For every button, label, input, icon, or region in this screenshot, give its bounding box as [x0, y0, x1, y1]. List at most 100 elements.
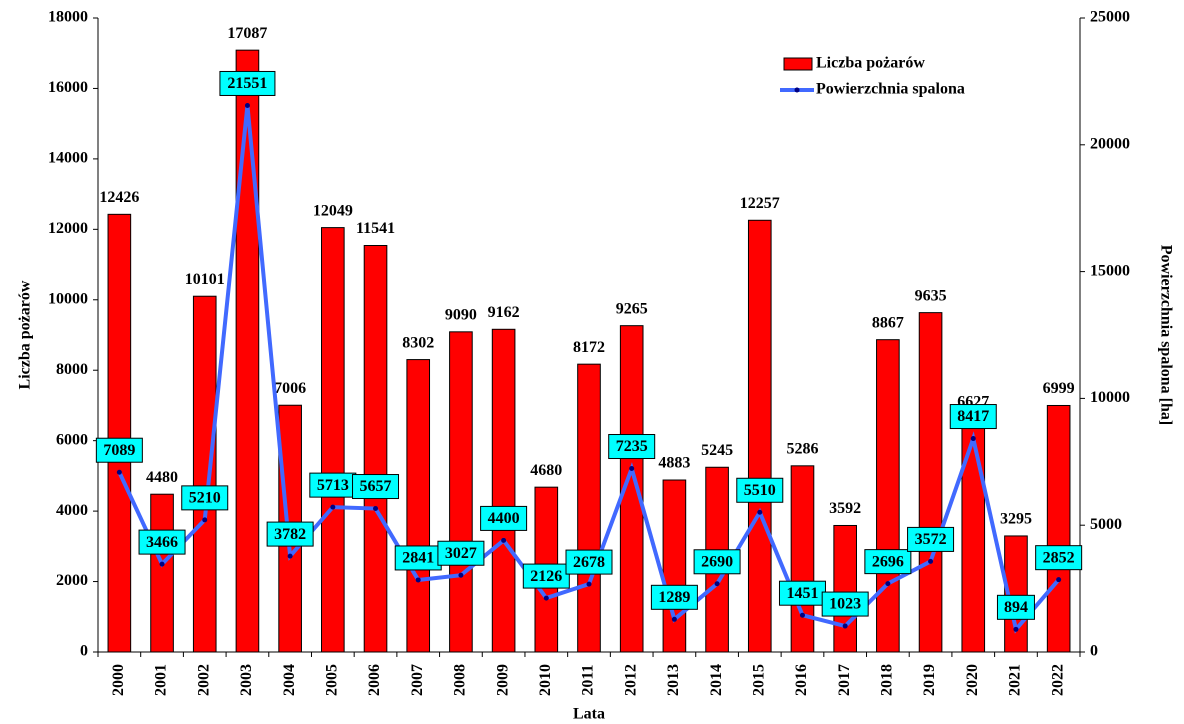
line-value-label: 5657	[360, 478, 392, 495]
line-label-box	[1035, 545, 1083, 571]
x-tick-label: 2011	[580, 664, 597, 695]
bar	[150, 493, 174, 653]
x-tick-label: 2004	[281, 664, 298, 696]
bar-value-label: 12426	[99, 189, 139, 206]
bar-value-label: 9265	[616, 300, 648, 317]
x-tick-label: 2017	[836, 664, 853, 696]
line-point	[159, 561, 165, 567]
x-tick-label: 2009	[494, 664, 511, 696]
y-tick-label: 18000	[48, 9, 88, 26]
bar	[235, 49, 260, 653]
bar-value-label: 3592	[829, 500, 861, 517]
line-label-box	[309, 472, 357, 498]
x-tick-label: 2013	[665, 664, 682, 696]
line-point	[458, 572, 464, 578]
bar-value-label: 12049	[313, 202, 353, 219]
bar-value-label: 4480	[146, 469, 178, 486]
bar-value-label: 9090	[445, 307, 477, 324]
line-point	[1056, 577, 1062, 583]
line-point	[629, 466, 635, 472]
line-value-label: 8417	[957, 408, 989, 425]
line-point	[415, 577, 421, 583]
line-label-box	[522, 563, 570, 589]
line-label-box	[949, 404, 997, 430]
line-point	[373, 506, 379, 512]
bar	[790, 465, 815, 653]
y2-tick-label: 25000	[1090, 9, 1130, 26]
bar-value-label: 17087	[227, 25, 267, 42]
bar	[662, 479, 687, 653]
bar-value-label: 5245	[701, 442, 733, 459]
bar	[192, 295, 217, 653]
line-label-box	[352, 474, 400, 500]
line-value-label: 5210	[189, 490, 221, 507]
x-axis-label: Lata	[573, 706, 605, 723]
x-tick-label: 2019	[921, 664, 938, 696]
line-point	[842, 623, 848, 629]
line-label-box	[181, 485, 229, 511]
bar-value-label: 12257	[740, 195, 780, 212]
line-label-box	[138, 529, 186, 555]
bar	[918, 312, 943, 653]
x-tick-label: 2002	[195, 664, 212, 696]
x-tick-label: 2010	[537, 664, 554, 696]
bar-value-label: 7006	[274, 380, 306, 397]
line-label-box	[736, 477, 784, 503]
y-tick-label: 8000	[56, 361, 88, 378]
line-point	[885, 581, 891, 587]
line-value-label: 2852	[1043, 549, 1075, 566]
bar	[961, 418, 986, 653]
line-point	[757, 509, 763, 515]
line-point	[714, 581, 720, 587]
line-point	[116, 469, 122, 475]
bar-value-label: 6999	[1043, 380, 1075, 397]
bar-value-label: 5286	[786, 440, 818, 457]
x-tick-label: 2003	[238, 664, 255, 696]
x-tick-label: 2007	[409, 664, 426, 696]
line-value-label: 3466	[146, 534, 178, 551]
legend-swatch	[783, 57, 813, 71]
x-tick-label: 2016	[793, 664, 810, 696]
line-label-box	[907, 526, 955, 552]
line-value-label: 4400	[488, 510, 520, 527]
line-value-label: 2696	[872, 553, 904, 570]
bar	[449, 331, 473, 653]
legend-swatch-point	[794, 87, 800, 93]
line-value-label: 3572	[915, 531, 947, 548]
x-tick-label: 2001	[153, 664, 170, 696]
line-value-label: 1023	[829, 596, 861, 613]
y2-tick-label: 0	[1090, 643, 1098, 660]
x-tick-label: 2012	[622, 664, 639, 696]
line-value-label: 3027	[445, 545, 477, 562]
y-tick-label: 4000	[56, 502, 88, 519]
line-label-box	[608, 434, 656, 460]
line-value-label: 7235	[616, 438, 648, 455]
bar	[363, 245, 388, 653]
bar	[833, 524, 857, 653]
line-point	[1013, 626, 1019, 632]
x-tick-label: 2015	[750, 664, 767, 696]
line-point	[586, 581, 592, 587]
y-tick-label: 12000	[48, 220, 88, 237]
line-value-label: 894	[1004, 599, 1028, 616]
bar	[491, 328, 516, 653]
bar	[107, 213, 132, 653]
x-tick-label: 2022	[1049, 664, 1066, 696]
line-point	[501, 537, 507, 543]
y2-tick-label: 15000	[1090, 262, 1130, 279]
x-tick-label: 2000	[110, 664, 127, 696]
line-label-box	[219, 70, 276, 96]
bar-value-label: 8867	[872, 314, 904, 331]
bar	[876, 339, 900, 653]
x-tick-label: 2005	[323, 664, 340, 696]
line-label-box	[650, 584, 698, 610]
bar-value-label: 11541	[356, 220, 395, 237]
y-tick-label: 0	[80, 643, 88, 660]
line-point	[799, 612, 805, 618]
line-label-box	[864, 549, 912, 575]
line-value-label: 1451	[786, 585, 818, 602]
bar-value-label: 4680	[530, 462, 562, 479]
x-tick-label: 2006	[366, 664, 383, 696]
bar-value-label: 4883	[658, 455, 690, 472]
